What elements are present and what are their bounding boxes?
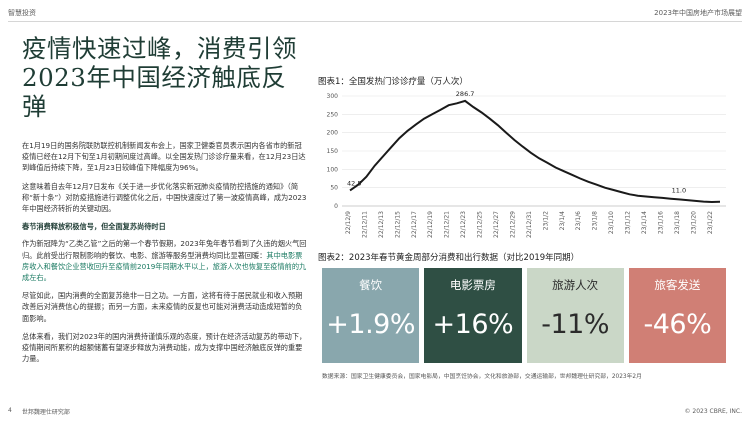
stat-card-label: 电影票房 <box>449 278 496 292</box>
x-tick-label: 22/12/13 <box>378 211 385 238</box>
data-label-peak: 286.7 <box>456 90 475 98</box>
x-tick-label: 23/1/6 <box>575 211 582 230</box>
x-tick-label: 23/1/14 <box>641 211 648 234</box>
x-tick-label: 23/1/12 <box>625 211 632 234</box>
paragraph-2: 这意味着自去年12月7日发布《关于进一步优化落实新冠肺炎疫情防控措施的通知》（简… <box>22 181 307 214</box>
x-tick-label: 22/12/27 <box>493 211 500 238</box>
y-tick-label: 200 <box>327 130 339 137</box>
y-tick-label: 250 <box>327 111 339 118</box>
figure-1-title: 图表1：全国发热门诊诊疗量（万人次） <box>318 77 468 87</box>
x-tick-label: 22/12/21 <box>444 211 451 238</box>
x-tick-label: 22/12/15 <box>394 211 401 238</box>
x-tick-label: 23/1/8 <box>592 211 599 230</box>
x-tick-label: 22/12/31 <box>526 211 533 238</box>
x-tick-label: 23/1/2 <box>542 211 549 230</box>
stat-card-dining: 餐饮 +1.9% <box>322 268 420 363</box>
y-tick-label: 150 <box>327 148 339 155</box>
body-column: 在1月19日的国务院联防联控机制新闻发布会上，国家卫健委官员表示国内各省市的新冠… <box>22 140 307 371</box>
stat-card-passengers: 旅客发送 -46% <box>628 268 726 363</box>
data-source-note: 数据来源：国家卫生健康委员会，国家电影局，中国烹饪协会，文化和旅游部，交通运输部… <box>322 374 642 380</box>
paragraph-1: 在1月19日的国务院联防联控机制新闻发布会上，国家卫健委官员表示国内各省市的新冠… <box>22 141 306 173</box>
x-tick-label: 22/12/11 <box>361 211 368 238</box>
x-tick-label: 23/1/18 <box>674 211 681 234</box>
x-tick-label: 22/12/9 <box>345 211 352 234</box>
page-header: 智慧投资 2023年中国房地产市场展望 <box>8 6 742 20</box>
paragraph-5: 总体来看，我们对2023年的国内消费持谨慎乐观的态度，预计在经济活动复苏的带动下… <box>22 331 307 364</box>
page-headline: 疫情快速过峰，消费引领2023年中国经济触底反弹 <box>22 34 297 121</box>
footer-left: 4 世邦魏理仕研究部 <box>8 407 70 416</box>
paragraph-3-text: 作为新冠降为“乙类乙管”之后的第一个春节假期，2023年兔年春节看到了久违的烟火… <box>22 239 307 260</box>
footer-org: 世邦魏理仕研究部 <box>21 408 70 416</box>
series-line <box>349 99 721 204</box>
paragraph-3: 作为新冠降为“乙类乙管”之后的第一个春节假期，2023年兔年春节看到了久违的烟火… <box>22 238 307 283</box>
x-tick-label: 23/1/16 <box>657 211 664 234</box>
y-tick-label: 100 <box>327 166 339 173</box>
stat-card-label: 旅游人次 <box>552 278 599 292</box>
stat-card-value: +16% <box>432 309 514 340</box>
header-divider <box>8 21 742 22</box>
x-tick-label: 22/12/19 <box>427 211 434 238</box>
x-tick-label: 23/1/22 <box>707 211 714 234</box>
section-label: 智慧投资 <box>8 9 36 17</box>
copyright: © 2023 CBRE, INC. <box>684 407 742 415</box>
page-footer: 4 世邦魏理仕研究部 © 2023 CBRE, INC. <box>8 405 742 417</box>
data-label-end: 11.0 <box>672 186 686 194</box>
x-tick-label: 23/1/20 <box>690 211 697 234</box>
stat-card-value: -11% <box>541 309 609 340</box>
y-tick-label: 0 <box>334 203 338 210</box>
x-tick-label: 22/12/29 <box>509 211 516 238</box>
paragraph-3-highlight: 其中电影票房收入和餐饮企业营收回升至疫情前2019年同期水平以上，旅游人次也恢复… <box>22 250 307 283</box>
x-tick-label: 23/1/4 <box>559 211 566 230</box>
y-tick-label: 50 <box>330 185 338 192</box>
stat-card-tourism: 旅游人次 -11% <box>526 268 624 363</box>
x-tick-label: 23/1/10 <box>608 211 615 234</box>
stat-card-label: 餐饮 <box>359 278 383 292</box>
stat-cards: 餐饮 +1.9% 电影票房 +16% 旅游人次 -11% 旅客发送 -46% <box>322 268 726 363</box>
subheading: 春节消费释放积极信号，但全面复苏尚待时日 <box>22 222 166 232</box>
stat-card-value: -46% <box>643 309 712 340</box>
x-tick-label: 22/12/25 <box>477 211 484 238</box>
data-label-start: 42.5 <box>347 179 361 187</box>
stat-card-box-office: 电影票房 +16% <box>424 268 522 363</box>
paragraph-4: 尽管如此，国内消费的全面复苏绝非一日之功。一方面，这将有待于居民就业和收入预期改… <box>22 291 303 323</box>
x-tick-label: 22/12/23 <box>460 211 467 238</box>
figure-2-title: 图表2：2023年春节黄金周部分消费和出行数据（对比2019年同期） <box>318 253 580 263</box>
page-number: 4 <box>8 406 12 414</box>
stat-card-label: 旅客发送 <box>654 278 701 292</box>
stat-card-value: +1.9% <box>326 309 415 340</box>
report-title: 2023年中国房地产市场展望 <box>654 9 742 17</box>
fever-clinic-line-chart: 0 50 100 150 200 250 300 22/12/9 22/12/11 22/12/1… <box>327 90 726 238</box>
x-tick-label: 22/12/17 <box>411 211 418 238</box>
y-tick-label: 300 <box>327 93 339 100</box>
